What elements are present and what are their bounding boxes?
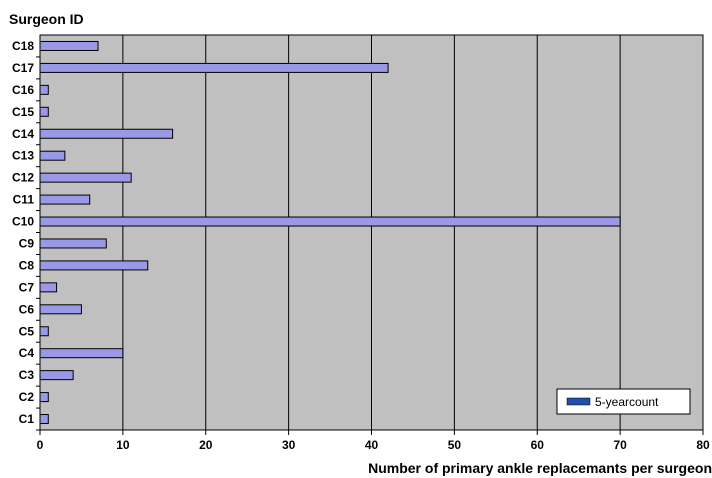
- bar-c15: [39, 106, 49, 117]
- x-tick-label: 40: [365, 438, 379, 452]
- bar-c9: [39, 238, 107, 249]
- bar-c1: [39, 414, 49, 425]
- y-tick-label: C2: [19, 390, 35, 404]
- x-tick-label: 10: [116, 438, 130, 452]
- x-tick-label: 80: [696, 438, 710, 452]
- y-tick-label: C13: [12, 149, 34, 163]
- x-tick-label: 60: [531, 438, 545, 452]
- x-tick-label: 50: [448, 438, 462, 452]
- bar-c7: [39, 282, 58, 293]
- y-tick-label: C1: [19, 412, 35, 426]
- bar-c4: [39, 348, 124, 359]
- legend-swatch: [566, 397, 591, 406]
- bar-c2: [39, 392, 49, 403]
- y-tick-label: C18: [12, 39, 34, 53]
- plot-area: 0 10 20 30 40 50 60 70 80 C1 C2 C3 C4 C5 C6 C7 C8 C9 C10 C1…: [12, 34, 710, 452]
- legend-label: 5-yearcount: [595, 395, 659, 409]
- y-tick-label: C6: [19, 302, 35, 316]
- x-tick-label: 20: [199, 438, 213, 452]
- bar-c17: [39, 62, 389, 73]
- y-tick-label: C15: [12, 105, 34, 119]
- bar-c5: [39, 326, 49, 337]
- y-tick-label: C16: [12, 83, 34, 97]
- y-tick-label: C11: [13, 193, 35, 207]
- bar-c11: [39, 194, 91, 205]
- y-tick-label: C9: [19, 236, 35, 250]
- y-tick-label: C7: [19, 280, 35, 294]
- bar-c12: [39, 172, 132, 183]
- y-tick-label: C10: [12, 215, 34, 229]
- y-tick-label: C17: [12, 61, 34, 75]
- bar-c16: [39, 84, 49, 95]
- bar-c13: [39, 150, 66, 161]
- bar-c6: [39, 304, 82, 315]
- bar-c8: [39, 260, 149, 271]
- x-tick-label: 0: [37, 438, 44, 452]
- x-axis-title: Number of primary ankle replacemants per…: [368, 460, 712, 476]
- bar-c3: [39, 370, 74, 381]
- y-tick-label: C5: [19, 324, 35, 338]
- bar-c18: [39, 40, 99, 51]
- y-tick-label: C4: [19, 346, 35, 360]
- legend: 5-yearcount: [556, 388, 691, 415]
- y-axis-title: Surgeon ID: [9, 11, 84, 27]
- y-tick-label: C8: [19, 258, 35, 272]
- y-tick-label: C14: [12, 127, 34, 141]
- bar-c10: [39, 216, 621, 227]
- y-tick-label: C3: [19, 368, 35, 382]
- bar-c14: [39, 128, 174, 139]
- y-tick-label: C12: [12, 171, 34, 185]
- x-tick-label: 30: [282, 438, 296, 452]
- x-tick-label: 70: [613, 438, 627, 452]
